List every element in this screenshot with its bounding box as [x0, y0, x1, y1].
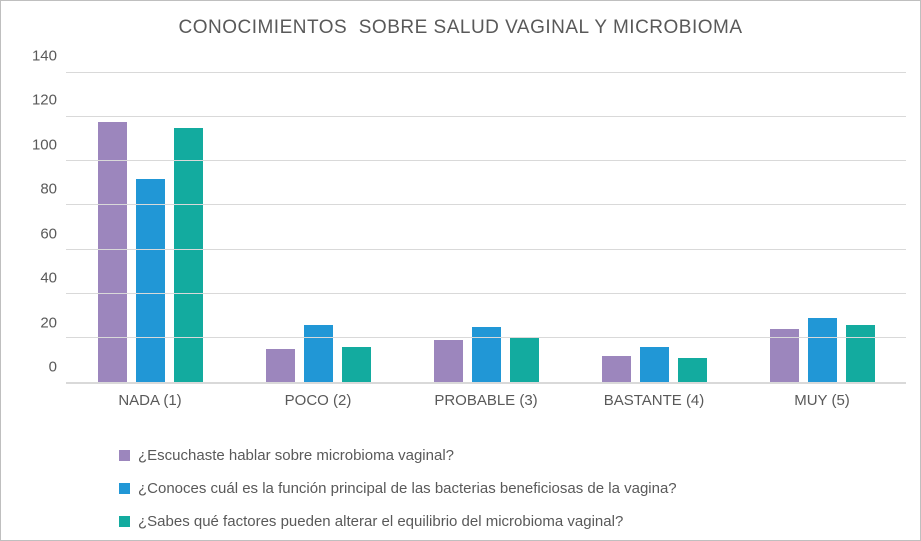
legend-label: ¿Conoces cuál es la función principal de…: [138, 480, 677, 497]
x-tick-label: PROBABLE (3): [434, 392, 538, 409]
y-tick-label: 20: [40, 314, 57, 332]
bar: [639, 346, 669, 382]
bar: [509, 337, 539, 382]
bar: [769, 329, 799, 382]
bar-group: [66, 73, 234, 382]
legend-label: ¿Sabes qué factores pueden alterar el eq…: [138, 513, 624, 530]
bar: [97, 121, 127, 382]
bar: [341, 346, 371, 382]
bar: [303, 324, 333, 382]
bar-group: [738, 73, 906, 382]
y-tick-label: 40: [40, 269, 57, 287]
y-tick-label: 100: [31, 136, 57, 154]
gridline: [66, 116, 906, 118]
legend-label: ¿Escuchaste hablar sobre microbioma vagi…: [138, 447, 454, 464]
bar: [601, 355, 631, 382]
gridline: [66, 336, 906, 338]
bar-group: [402, 73, 570, 382]
y-tick-label: 80: [40, 180, 57, 198]
x-tick-label: BASTANTE (4): [603, 392, 705, 409]
chart-title: CONOCIMIENTOS SOBRE SALUD VAGINAL Y MICR…: [178, 17, 743, 38]
y-axis: 0 20 40 60 80 100 120 140: [9, 48, 57, 384]
x-axis: NADA (1) POCO (2) PROBABLE (3) BASTANTE …: [66, 392, 906, 409]
x-tick-label: NADA (1): [118, 392, 182, 409]
bar-groups: [66, 73, 906, 382]
x-tick-label: MUY (5): [794, 392, 850, 409]
bar-group: [234, 73, 402, 382]
legend-item: ¿Sabes qué factores pueden alterar el eq…: [119, 505, 677, 538]
bar: [807, 318, 837, 382]
legend-item: ¿Escuchaste hablar sobre microbioma vagi…: [119, 439, 677, 472]
legend-swatch-icon: [119, 516, 130, 527]
bar: [845, 324, 875, 382]
bar: [173, 128, 203, 382]
bar: [135, 178, 165, 382]
gridline: [66, 72, 906, 73]
legend-swatch-icon: [119, 483, 130, 494]
gridline: [66, 204, 906, 206]
y-tick-label: 140: [31, 47, 57, 65]
gridline: [66, 292, 906, 294]
legend: ¿Escuchaste hablar sobre microbioma vagi…: [119, 439, 677, 538]
y-tick-label: 0: [48, 358, 57, 376]
gridline: [66, 248, 906, 250]
legend-item: ¿Conoces cuál es la función principal de…: [119, 472, 677, 505]
bar: [265, 348, 295, 382]
gridline: [66, 160, 906, 162]
x-tick-label: POCO (2): [284, 392, 352, 409]
plot-area: [66, 72, 906, 384]
bar: [433, 340, 463, 382]
bar: [677, 357, 707, 382]
y-tick-label: 60: [40, 225, 57, 243]
legend-swatch-icon: [119, 450, 130, 461]
bar: [471, 326, 501, 382]
bar-group: [570, 73, 738, 382]
y-tick-label: 120: [31, 91, 57, 109]
